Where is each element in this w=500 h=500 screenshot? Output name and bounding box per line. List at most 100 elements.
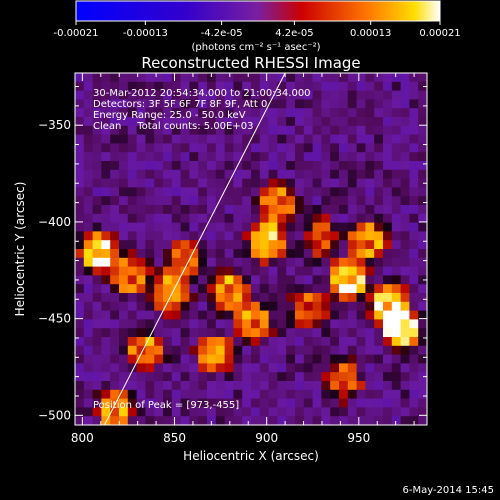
heatmap-cell	[119, 372, 129, 382]
heatmap-cell	[242, 284, 252, 294]
heatmap-cell	[154, 125, 164, 136]
heatmap-cell	[418, 381, 427, 391]
heatmap-cell	[92, 363, 102, 373]
heatmap-cell	[224, 196, 234, 206]
heatmap-cell	[92, 416, 102, 425]
heatmap-cell	[198, 328, 208, 338]
heatmap-cell	[259, 372, 270, 382]
heatmap-cell	[171, 81, 182, 92]
heatmap-cell	[110, 407, 120, 417]
heatmap-cell	[154, 99, 164, 109]
heatmap-cell	[75, 257, 85, 268]
heatmap-cell	[347, 310, 358, 320]
heatmap-cell	[295, 90, 305, 100]
heatmap-cell	[321, 301, 331, 312]
heatmap-cell	[198, 249, 208, 259]
heatmap-cell	[330, 81, 340, 92]
heatmap-cell	[136, 125, 146, 136]
heatmap-cell	[356, 108, 366, 118]
heatmap-cell	[215, 90, 226, 100]
heatmap-cell	[374, 389, 384, 400]
heatmap-cell	[92, 99, 102, 109]
heatmap-cell	[171, 416, 182, 425]
heatmap-cell	[233, 187, 243, 197]
heatmap-cell	[374, 169, 384, 180]
heatmap-cell	[189, 249, 199, 259]
heatmap-cell	[171, 117, 182, 127]
heatmap-cell	[356, 249, 366, 259]
heatmap-cell	[145, 275, 155, 285]
heatmap-cell	[400, 240, 410, 250]
heatmap-cell	[303, 240, 314, 250]
heatmap-cell	[330, 161, 340, 171]
heatmap-cell	[119, 363, 129, 373]
heatmap-cell	[233, 143, 243, 153]
heatmap-cell	[154, 213, 164, 224]
heatmap-cell	[101, 354, 111, 364]
heatmap-cell	[409, 99, 419, 109]
heatmap-cell	[339, 73, 349, 83]
heatmap-cell	[391, 275, 402, 285]
heatmap-cell	[83, 73, 94, 83]
heatmap-cell	[127, 117, 138, 127]
heatmap-cell	[145, 143, 155, 153]
heatmap-cell	[321, 196, 331, 206]
heatmap-cell	[83, 319, 94, 329]
heatmap-cell	[277, 398, 287, 408]
heatmap-cell	[303, 187, 314, 197]
heatmap-cell	[198, 152, 208, 162]
heatmap-cell	[163, 249, 173, 259]
heatmap-cell	[145, 257, 155, 268]
colorbar-unit-label: (photons cm⁻² s⁻¹ asec⁻²)	[191, 42, 320, 53]
heatmap-cell	[127, 161, 138, 171]
heatmap-cell	[400, 222, 410, 232]
heatmap-cell	[409, 213, 419, 224]
heatmap-cell	[347, 240, 358, 250]
heatmap-cell	[277, 381, 287, 391]
heatmap-cell	[268, 205, 278, 215]
heatmap-cell	[259, 257, 270, 268]
heatmap-cell	[136, 337, 146, 347]
heatmap-cell	[330, 257, 340, 268]
heatmap-cell	[154, 231, 164, 241]
heatmap-cell	[374, 416, 384, 425]
heatmap-cell	[321, 90, 331, 100]
heatmap-cell	[198, 319, 208, 329]
heatmap-cell	[163, 337, 173, 347]
heatmap-cell	[119, 222, 129, 232]
heatmap-cell	[180, 125, 190, 136]
heatmap-cell	[189, 169, 199, 180]
heatmap-cell	[180, 293, 190, 303]
heatmap-cell	[374, 240, 384, 250]
heatmap-cell	[418, 187, 427, 197]
heatmap-cell	[277, 125, 287, 136]
heatmap-cell	[277, 178, 287, 188]
heatmap-cell	[251, 416, 261, 425]
heatmap-cell	[224, 328, 234, 338]
heatmap-cell	[83, 416, 94, 425]
heatmap-cell	[383, 205, 393, 215]
heatmap-cell	[339, 81, 349, 92]
heatmap-cell	[154, 319, 164, 329]
heatmap-cell	[391, 161, 402, 171]
heatmap-cell	[171, 363, 182, 373]
heatmap-cell	[233, 257, 243, 268]
heatmap-cell	[365, 354, 375, 364]
heatmap-cell	[339, 117, 349, 127]
heatmap-cell	[365, 196, 375, 206]
heatmap-cell	[268, 196, 278, 206]
heatmap-cell	[127, 284, 138, 294]
heatmap-cell	[365, 266, 375, 276]
heatmap-cell	[233, 117, 243, 127]
heatmap-cell	[418, 389, 427, 400]
heatmap-cell	[215, 345, 226, 356]
heatmap-cell	[259, 345, 270, 356]
heatmap-cell	[189, 99, 199, 109]
heatmap-cell	[383, 249, 393, 259]
heatmap-cell	[400, 196, 410, 206]
heatmap-cell	[163, 310, 173, 320]
heatmap-cell	[145, 363, 155, 373]
heatmap-cell	[180, 416, 190, 425]
heatmap-cell	[339, 196, 349, 206]
heatmap-cell	[75, 249, 85, 259]
